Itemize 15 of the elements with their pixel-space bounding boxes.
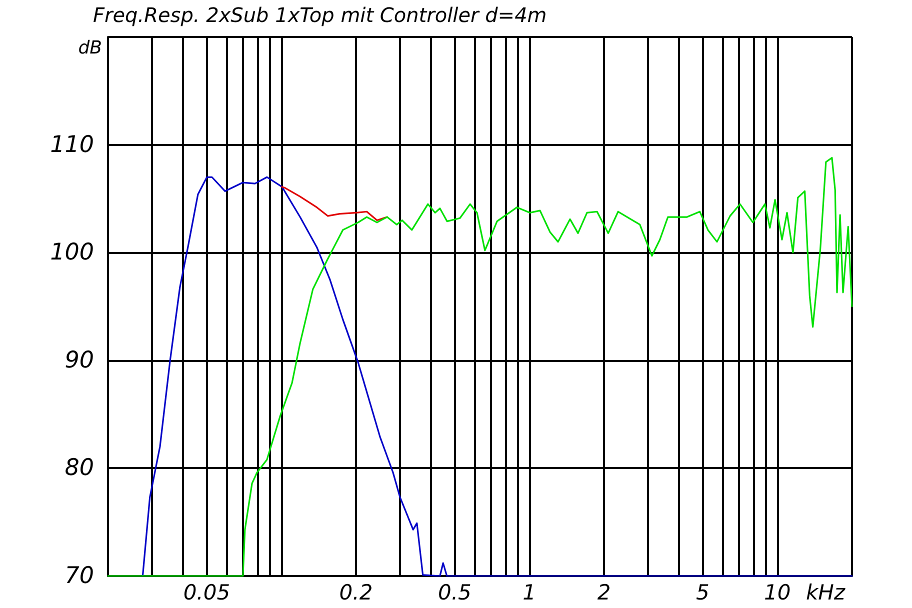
- x-tick-label: 5: [696, 580, 710, 604]
- y-tick-label: 100: [50, 240, 94, 266]
- x-tick-label: 10: [764, 580, 791, 604]
- y-tick-label: 110: [50, 132, 94, 158]
- x-tick-label: 2: [597, 580, 611, 604]
- x-axis-title: kHz: [806, 580, 846, 604]
- y-tick-label: 80: [64, 455, 94, 482]
- x-tick-label: 0.2: [339, 580, 373, 604]
- chart-title: Freq.Resp. 2xSub 1xTop mit Controller d=4m: [93, 3, 547, 27]
- x-tick-label: 1: [522, 580, 536, 604]
- y-tick-label: 90: [64, 347, 94, 374]
- y-axis-title: dB: [78, 38, 102, 58]
- y-tick-label: 70: [64, 563, 94, 589]
- x-tick-label: 0.5: [438, 580, 472, 604]
- x-tick-label: 0.05: [183, 580, 230, 604]
